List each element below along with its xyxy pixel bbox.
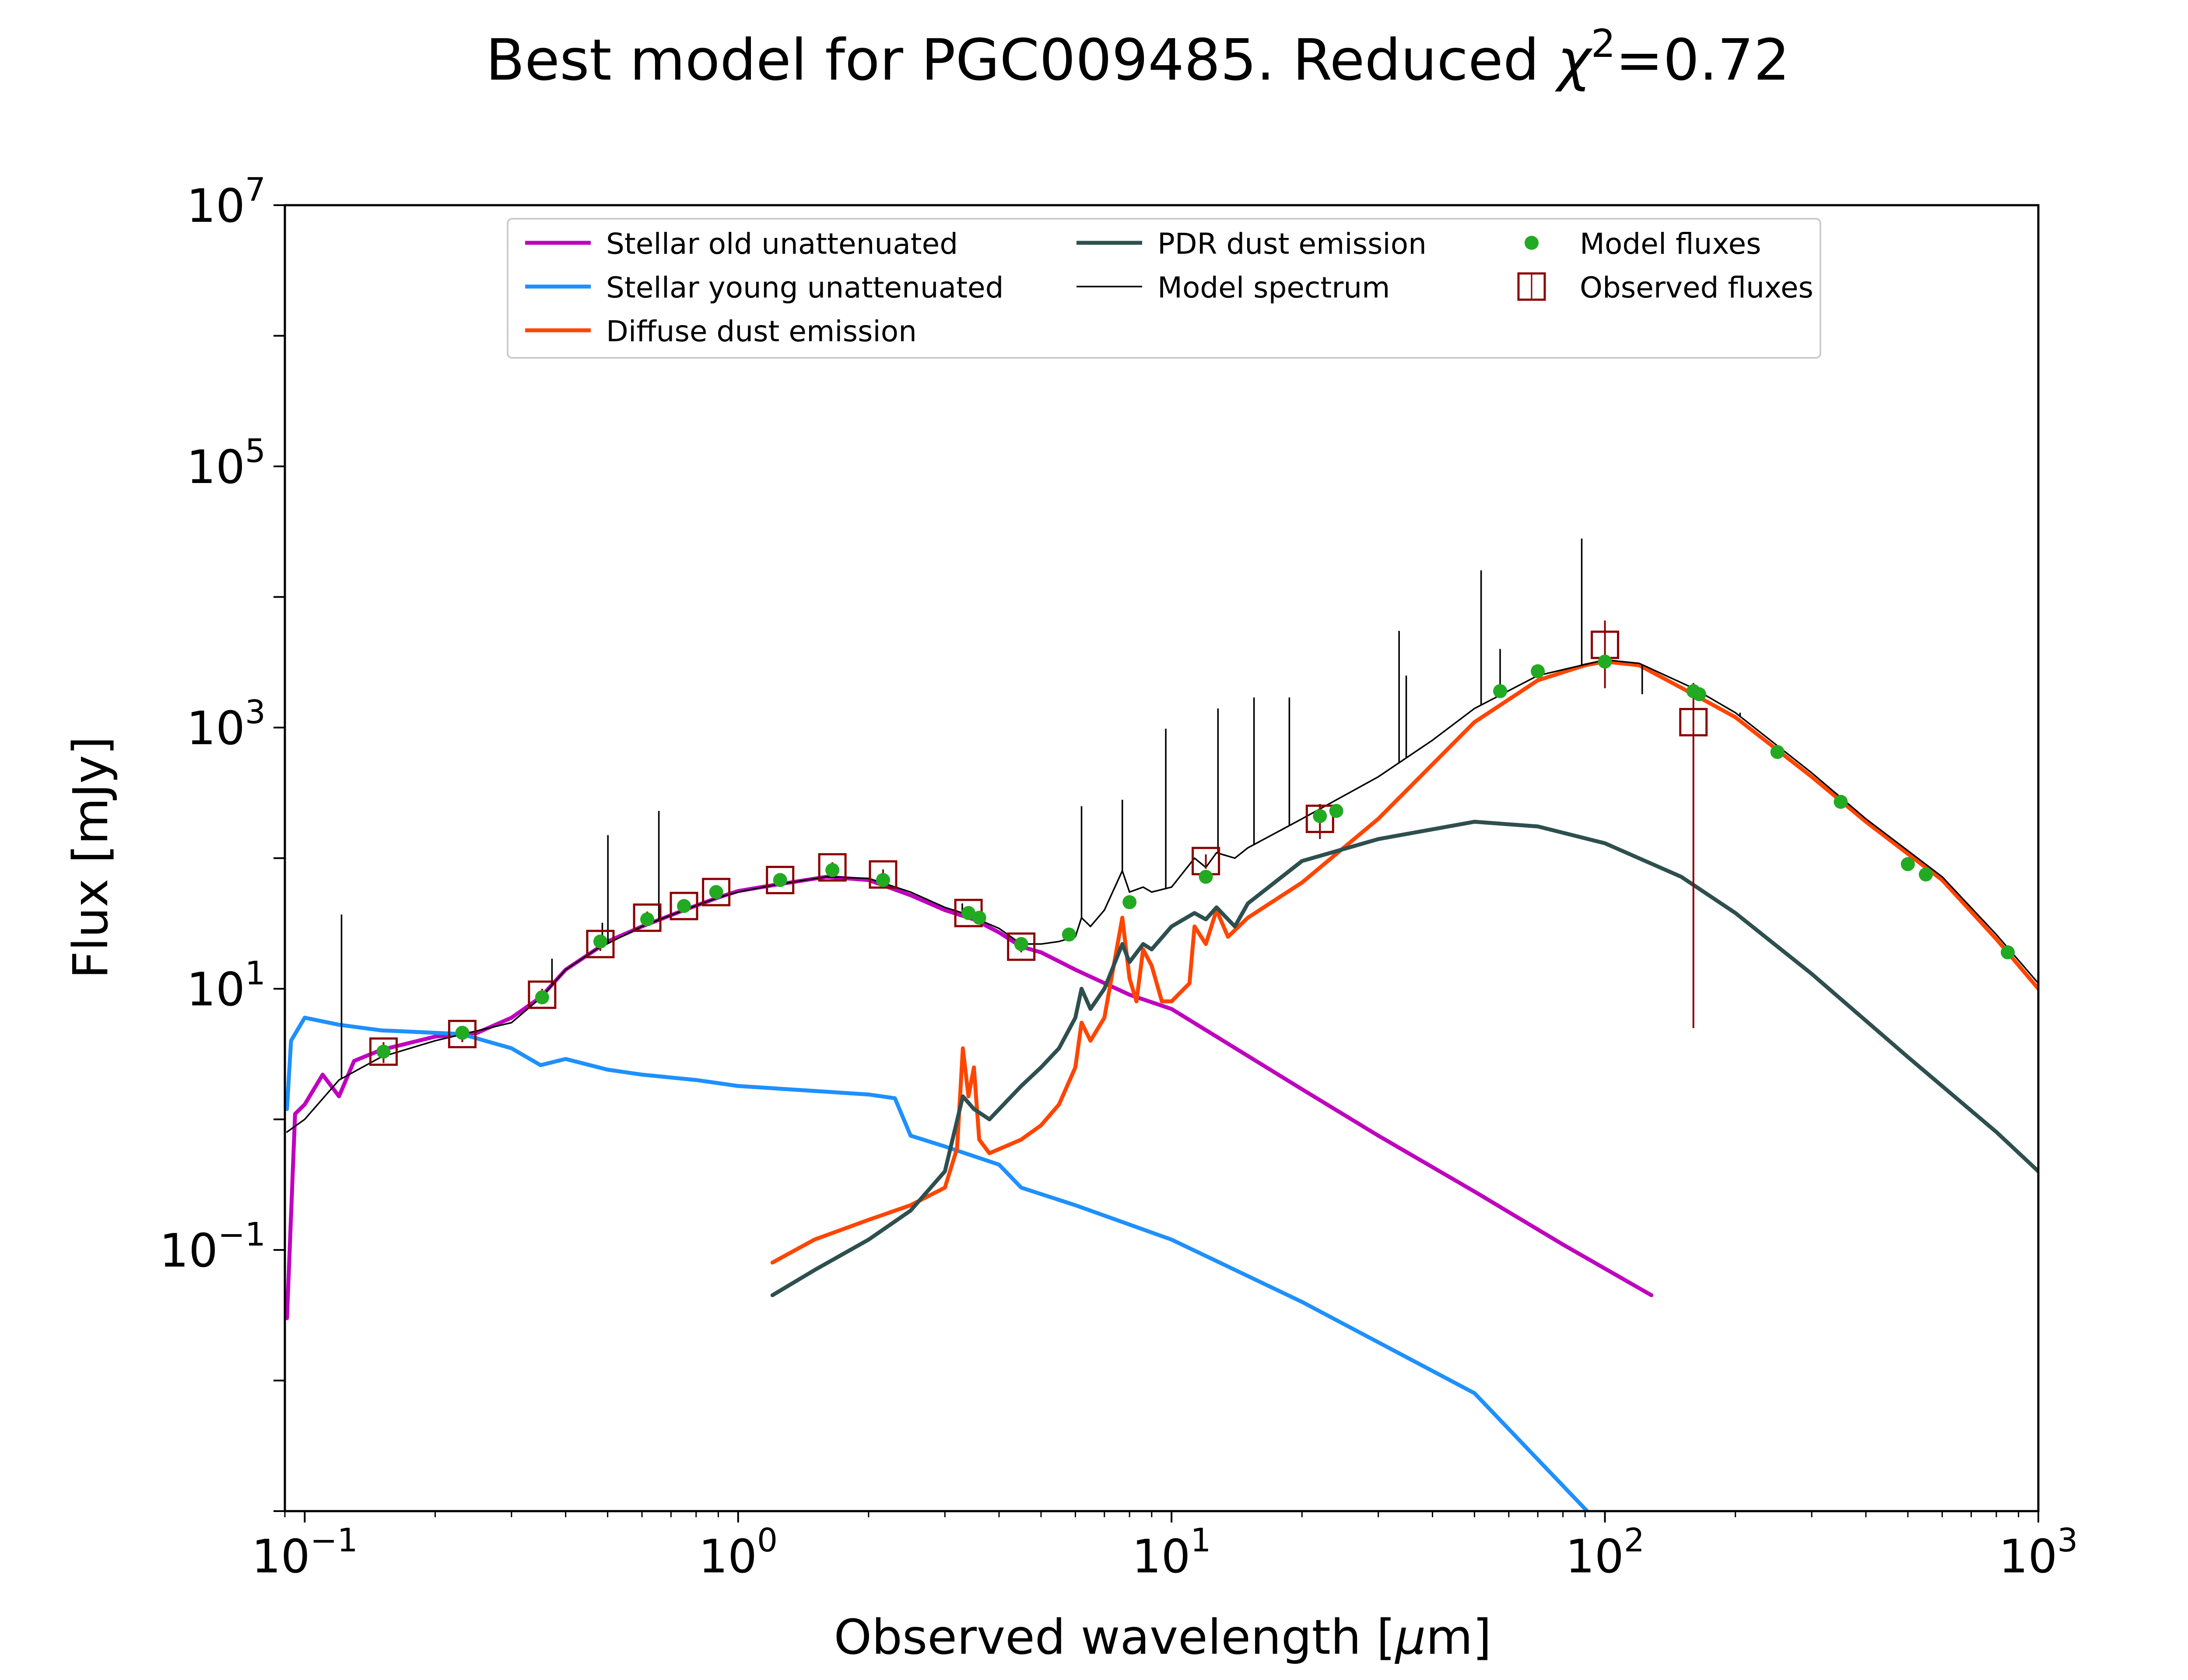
model-flux-point-4 xyxy=(640,912,655,927)
y-tick-label: 101 xyxy=(186,955,266,1016)
x-tick-label-base: 10 xyxy=(1132,1530,1191,1583)
model-flux-point-6 xyxy=(709,885,723,900)
y-axis-label: Flux [mJy] xyxy=(63,736,119,979)
legend-label-observed-fluxes: Observed fluxes xyxy=(1580,271,1813,304)
model-flux-point-11 xyxy=(972,910,986,925)
y-tick-label-base: 10 xyxy=(186,963,245,1016)
model-flux-point-0 xyxy=(376,1044,391,1059)
legend-label-model-spectrum: Model spectrum xyxy=(1157,271,1390,304)
model-flux-point-15 xyxy=(1199,870,1213,884)
model-flux-point-5 xyxy=(677,899,691,913)
series-line-stellar-old-unattenuated xyxy=(285,875,1654,1320)
x-tick-label: 101 xyxy=(1132,1522,1211,1583)
plot-area xyxy=(285,539,2038,1511)
model-flux-point-12 xyxy=(1014,937,1028,951)
legend-label-diffuse-dust-emission: Diffuse dust emission xyxy=(606,315,917,348)
x-tick-label-base: 10 xyxy=(1565,1530,1624,1583)
model-flux-point-10 xyxy=(961,906,976,920)
x-tick-label-base: 10 xyxy=(698,1530,757,1583)
legend-swatch-model-fluxes xyxy=(1525,236,1539,250)
series-line-model-spectrum xyxy=(286,659,2038,1133)
y-tick-label-exp: 7 xyxy=(245,171,266,209)
observed-flux-marker-3 xyxy=(586,930,615,959)
y-tick-label: 107 xyxy=(186,171,266,233)
legend-label-stellar-old-unattenuated: Stellar old unattenuated xyxy=(606,227,958,261)
legend-box xyxy=(507,218,1821,359)
observed-flux-marker-13 xyxy=(1305,805,1334,833)
model-flux-point-22 xyxy=(1692,687,1706,701)
model-flux-point-16 xyxy=(1313,809,1327,823)
y-tick-label: 10−1 xyxy=(159,1216,266,1278)
legend-label-stellar-young-unattenuated: Stellar young unattenuated xyxy=(606,271,1004,304)
observed-flux-marker-8 xyxy=(818,853,847,882)
observed-flux-marker-15 xyxy=(1679,708,1708,737)
model-flux-point-17 xyxy=(1329,804,1343,818)
y-tick-label-base: 10 xyxy=(159,1224,218,1278)
x-tick-label-base: 10 xyxy=(1999,1530,2058,1583)
model-flux-point-18 xyxy=(1493,684,1508,698)
model-flux-point-9 xyxy=(876,873,890,887)
model-flux-point-24 xyxy=(1834,794,1848,809)
observed-flux-marker-2 xyxy=(528,980,557,1009)
observed-flux-marker-4 xyxy=(633,903,662,932)
model-flux-point-19 xyxy=(1531,664,1545,679)
observed-flux-marker-5 xyxy=(670,892,698,920)
model-flux-point-25 xyxy=(1900,857,1915,872)
model-flux-point-3 xyxy=(593,934,607,949)
observed-flux-marker-9 xyxy=(869,860,898,889)
model-flux-point-23 xyxy=(1770,745,1785,759)
model-flux-point-13 xyxy=(1062,928,1076,942)
x-tick-label: 100 xyxy=(698,1522,778,1583)
x-tick-label-base: 10 xyxy=(252,1530,310,1583)
x-tick-label-exp: 0 xyxy=(757,1522,778,1559)
observed-flux-marker-11 xyxy=(1007,932,1036,961)
y-tick-label-base: 10 xyxy=(186,702,245,755)
x-tick-label-exp: −1 xyxy=(310,1522,358,1559)
model-flux-point-2 xyxy=(535,990,549,1004)
observed-flux-marker-0 xyxy=(369,1037,398,1066)
model-flux-point-7 xyxy=(773,873,787,887)
model-flux-point-14 xyxy=(1122,895,1137,910)
model-flux-point-27 xyxy=(2001,945,2015,959)
x-tick-label-exp: 3 xyxy=(2057,1522,2078,1559)
model-flux-point-26 xyxy=(1918,867,1933,882)
y-tick-label-base: 10 xyxy=(186,441,245,494)
observed-flux-marker-7 xyxy=(766,865,795,894)
series-line-stellar-young-unattenuated xyxy=(285,1015,1589,1511)
legend-label-model-fluxes: Model fluxes xyxy=(1580,227,1761,261)
y-tick-label-exp: 1 xyxy=(245,955,266,992)
observed-flux-marker-6 xyxy=(702,878,731,906)
y-tick-label-exp: −1 xyxy=(218,1216,266,1253)
model-flux-point-20 xyxy=(1598,654,1612,669)
legend: Stellar old unattenuated Stellar young un… xyxy=(507,218,1821,359)
x-tick-label: 10−1 xyxy=(252,1522,358,1583)
model-flux-point-8 xyxy=(825,863,840,877)
x-axis-label: Observed wavelength [μm] xyxy=(834,1609,1492,1665)
x-tick-label-exp: 2 xyxy=(1624,1522,1645,1559)
series-line-pdr-dust-emission xyxy=(770,819,2038,1297)
x-tick-label: 103 xyxy=(1999,1522,2078,1583)
observed-flux-marker-1 xyxy=(448,1020,477,1049)
y-tick-label-base: 10 xyxy=(186,179,245,233)
chart-title: Best model for PGC009485. Reduced χ2=0.7… xyxy=(486,21,1790,93)
y-tick-label: 103 xyxy=(186,693,266,755)
y-tick-label-exp: 3 xyxy=(245,693,266,731)
x-tick-label-exp: 1 xyxy=(1190,1522,1211,1559)
legend-label-pdr-dust-emission: PDR dust emission xyxy=(1157,227,1427,261)
model-flux-point-1 xyxy=(455,1026,470,1040)
y-tick-label: 105 xyxy=(186,432,266,494)
y-tick-label-exp: 5 xyxy=(245,432,266,470)
x-tick-label: 102 xyxy=(1565,1522,1645,1583)
series-line-diffuse-dust-emission xyxy=(770,659,2038,1265)
